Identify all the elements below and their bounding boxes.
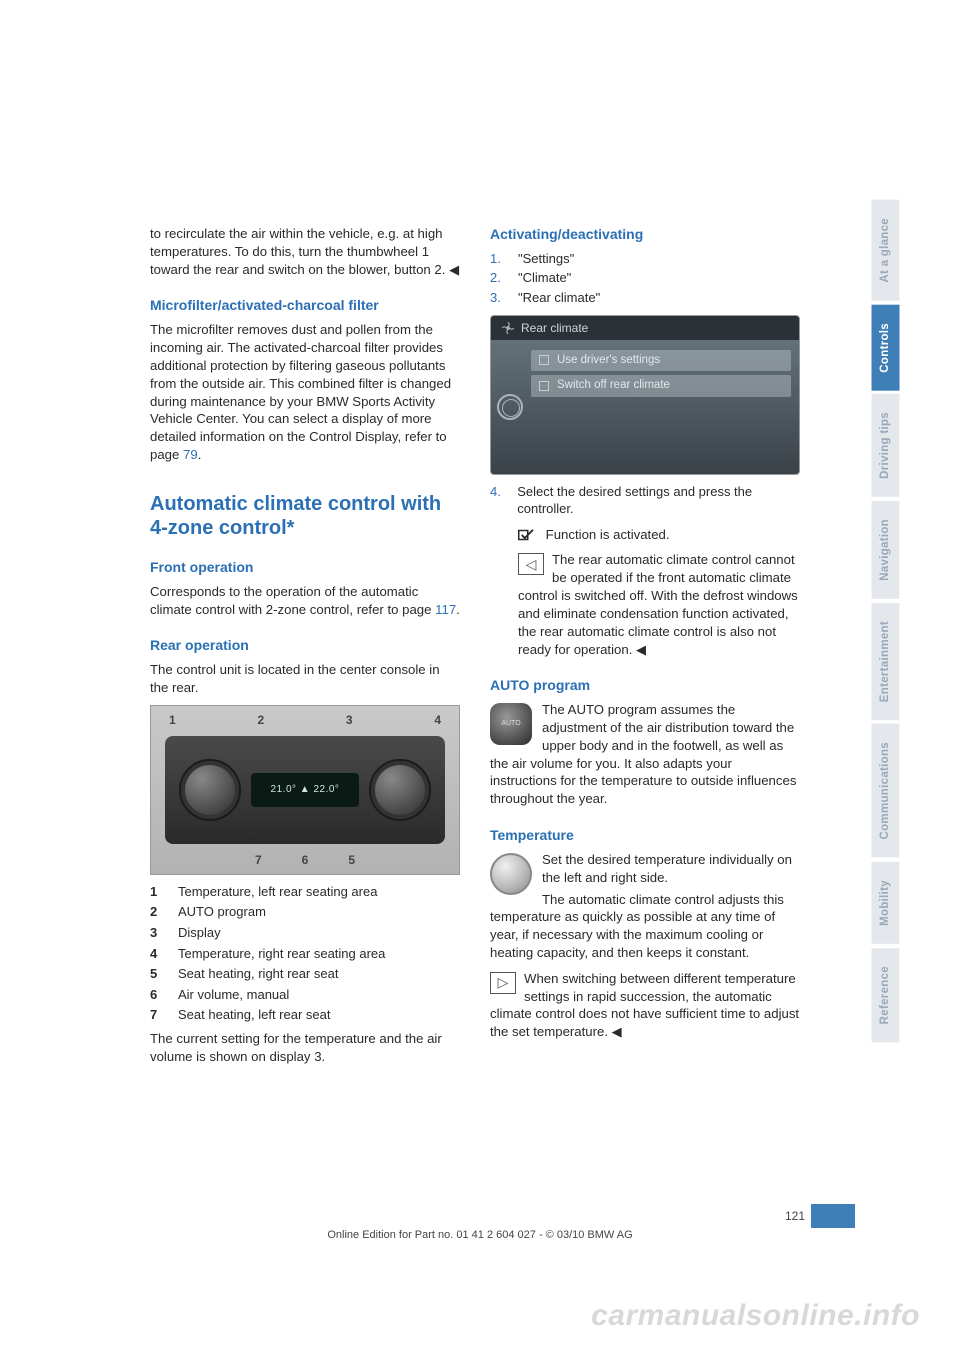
tab-reference[interactable]: Reference — [872, 948, 900, 1042]
page-ref-79[interactable]: 79 — [183, 447, 198, 462]
tab-mobility[interactable]: Mobility — [872, 862, 900, 944]
rear-operation-body: The control unit is located in the cente… — [150, 661, 460, 697]
section-tabs: At a glance Controls Driving tips Naviga… — [872, 200, 900, 1046]
info-icon: ▷ — [490, 972, 516, 994]
microfilter-body: The microfilter removes dust and pollen … — [150, 321, 460, 464]
checkbox-icon — [539, 355, 549, 365]
callout-4: 4 — [434, 712, 441, 728]
legend-n-5: 5 — [150, 965, 164, 983]
activating-steps: 1. "Settings" 2. "Climate" 3. "Rear climate… — [490, 250, 800, 307]
auto-program-heading: AUTO program — [490, 676, 800, 695]
rear-operation-heading: Rear operation — [150, 636, 460, 655]
legend-n-6: 6 — [150, 986, 164, 1004]
right-column: Activating/deactivating 1. "Settings" 2. "… — [490, 225, 800, 1065]
legend-n-4: 4 — [150, 945, 164, 963]
left-column: to recirculate the air within the vehicl… — [150, 225, 460, 1065]
step-4-n: 4. — [490, 483, 507, 518]
right-dial — [369, 759, 431, 821]
left-dial — [179, 759, 241, 821]
legend-t-4: Temperature, right rear seating area — [178, 945, 385, 963]
front-operation-body: Corresponds to the operation of the auto… — [150, 583, 460, 619]
screen-item-1-label: Use driver's settings — [557, 353, 660, 369]
step-1-n: 1. — [490, 250, 508, 268]
activating-step4: 4. Select the desired settings and press … — [490, 483, 800, 518]
fan-icon — [501, 321, 515, 335]
temperature-body2: The automatic climate control adjusts th… — [490, 891, 800, 962]
temperature-info: When switching between different tempera… — [490, 970, 800, 1041]
legend-t-7: Seat heating, left rear seat — [178, 1006, 330, 1024]
temperature-knob-icon — [490, 853, 532, 895]
footer-text: Online Edition for Part no. 01 41 2 604 … — [0, 1228, 960, 1243]
front-operation-heading: Front operation — [150, 558, 460, 577]
tab-driving-tips[interactable]: Driving tips — [872, 394, 900, 497]
tab-entertainment[interactable]: Entertainment — [872, 603, 900, 720]
activating-info-text: The rear automatic climate control canno… — [518, 551, 800, 658]
callout-2: 2 — [257, 712, 264, 728]
check-icon — [518, 528, 536, 542]
screen-header-text: Rear climate — [521, 320, 588, 336]
info-icon: ◁ — [518, 553, 544, 575]
screen-item-2: Switch off rear climate — [531, 375, 791, 397]
callout-7: 7 — [255, 852, 262, 868]
callout-5: 5 — [348, 852, 355, 868]
rear-control-unit-figure: 1 2 3 4 21.0° ▲ 22.0° 7 6 5 — [150, 705, 460, 875]
legend-n-2: 2 — [150, 903, 164, 921]
step-4-t: Select the desired settings and press th… — [517, 483, 800, 518]
callout-3: 3 — [346, 712, 353, 728]
legend-n-7: 7 — [150, 1006, 164, 1024]
legend-t-6: Air volume, manual — [178, 986, 289, 1004]
screen-item-2-label: Switch off rear climate — [557, 378, 670, 394]
legend-n-3: 3 — [150, 924, 164, 942]
function-activated-text: Function is activated. — [546, 527, 670, 542]
step-3-n: 3. — [490, 289, 508, 307]
temperature-body1: Set the desired temperature individually… — [490, 851, 800, 887]
callout-6: 6 — [302, 852, 309, 868]
activating-heading: Activating/deactivating — [490, 225, 800, 244]
controller-icon — [497, 394, 523, 420]
legend-list: 1 Temperature, left rear seating area 2 AU… — [150, 883, 460, 1024]
step-2-n: 2. — [490, 269, 508, 287]
step4-details: Function is activated. ◁ The rear automa… — [518, 526, 800, 659]
legend-note: The current setting for the temperature … — [150, 1030, 460, 1066]
legend-t-3: Display — [178, 924, 221, 942]
front-operation-text: Corresponds to the operation of the auto… — [150, 584, 435, 617]
microfilter-heading: Microfilter/activated-charcoal filter — [150, 296, 460, 315]
tab-at-a-glance[interactable]: At a glance — [872, 200, 900, 301]
acc-heading: Automatic climate control with 4-zone co… — [150, 492, 460, 540]
page-number-box — [811, 1204, 855, 1228]
legend-t-1: Temperature, left rear seating area — [178, 883, 377, 901]
watermark: carmanualsonline.info — [591, 1296, 920, 1337]
idrive-screenshot: Rear climate Use driver's settings Switc… — [490, 315, 800, 475]
tab-navigation[interactable]: Navigation — [872, 501, 900, 599]
checkbox-icon — [539, 381, 549, 391]
step-3-t: "Rear climate" — [518, 289, 600, 307]
auto-program-body: The AUTO program assumes the adjustment … — [490, 701, 800, 808]
legend-n-1: 1 — [150, 883, 164, 901]
screen-item-1: Use driver's settings — [531, 350, 791, 372]
legend-t-5: Seat heating, right rear seat — [178, 965, 338, 983]
legend-t-2: AUTO program — [178, 903, 266, 921]
step-2-t: "Climate" — [518, 269, 571, 287]
auto-button-icon: AUTO — [490, 703, 532, 745]
tab-controls[interactable]: Controls — [872, 305, 900, 391]
intro-text: to recirculate the air within the vehicl… — [150, 225, 460, 278]
microfilter-body-text: The microfilter removes dust and pollen … — [150, 322, 451, 462]
page-ref-117[interactable]: 117 — [435, 602, 456, 617]
page-number: 121 — [785, 1208, 805, 1224]
radio-display: 21.0° ▲ 22.0° — [251, 773, 359, 807]
temperature-heading: Temperature — [490, 826, 800, 845]
callout-1: 1 — [169, 712, 176, 728]
step-1-t: "Settings" — [518, 250, 574, 268]
tab-communications[interactable]: Communications — [872, 724, 900, 858]
